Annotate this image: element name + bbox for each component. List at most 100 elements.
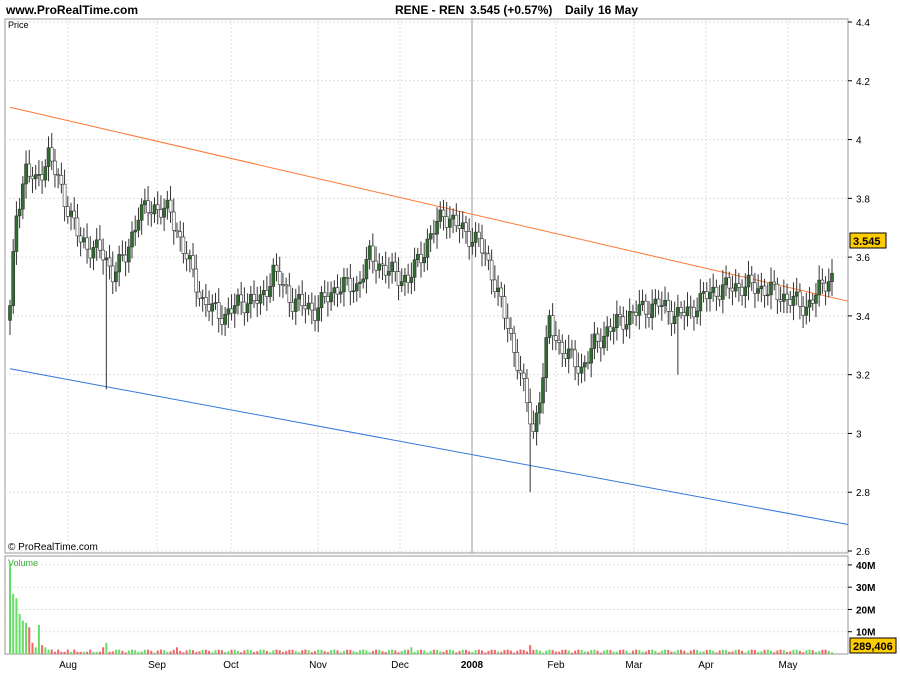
candle-body	[204, 297, 208, 305]
volume-bar	[692, 649, 695, 654]
volume-bar	[108, 651, 111, 654]
volume-bar	[175, 647, 178, 654]
candle-body	[300, 294, 304, 307]
candle-body	[374, 260, 378, 271]
volume-bar	[227, 651, 230, 654]
volume-bar	[204, 649, 207, 654]
candle-body	[525, 378, 529, 404]
volume-bar	[586, 651, 589, 654]
candle-body	[380, 263, 385, 266]
candle-body	[284, 284, 288, 287]
volume-bar	[506, 649, 509, 654]
candle-body	[415, 254, 420, 261]
candle-body	[181, 236, 186, 254]
candle-body	[390, 261, 394, 272]
volume-bar	[224, 651, 227, 654]
candle-body	[502, 296, 507, 319]
volume-bar	[647, 649, 650, 654]
volume-bar	[79, 651, 82, 654]
volume-bar	[705, 649, 708, 654]
candle-body	[660, 305, 664, 307]
candle-body	[521, 372, 526, 379]
candle-body	[91, 247, 96, 259]
candle-body	[293, 298, 298, 312]
candle-body	[37, 174, 41, 176]
volume-bar	[606, 649, 609, 654]
volume-bar	[750, 649, 753, 654]
candle-body	[467, 231, 471, 247]
volume-bar	[317, 649, 320, 654]
volume-bar	[773, 652, 776, 654]
volume-bar	[535, 649, 538, 654]
volume-grid	[5, 564, 848, 633]
candle-body	[403, 274, 407, 282]
candle-body	[554, 335, 558, 341]
candle-body	[592, 333, 597, 349]
volume-bar	[249, 650, 252, 654]
price-label: Price	[8, 20, 29, 30]
volume-bar	[744, 652, 747, 654]
volume-bar	[28, 627, 31, 654]
candle-body	[634, 312, 638, 316]
volume-bar	[747, 650, 750, 654]
candle-body	[393, 261, 398, 272]
candle-body	[749, 274, 754, 284]
volume-bar	[314, 651, 317, 654]
volume-bar	[368, 652, 371, 654]
candle-body	[17, 208, 22, 217]
candle-body	[448, 218, 452, 228]
site-title[interactable]: www.ProRealTime.com	[5, 3, 138, 17]
volume-bar	[66, 649, 69, 654]
volume-bar	[580, 649, 583, 654]
volume-bars	[9, 562, 833, 654]
volume-bar	[529, 645, 532, 654]
candle-body	[200, 297, 205, 299]
candle-body	[322, 292, 327, 297]
volume-bar	[468, 651, 471, 654]
volume-bar	[188, 649, 191, 654]
volume-bar	[21, 620, 24, 654]
price-tick-label: 4.4	[856, 18, 870, 29]
volume-bar	[301, 650, 304, 654]
volume-bar	[50, 649, 53, 654]
volume-bar	[195, 651, 198, 654]
volume-bar	[509, 650, 512, 654]
candle-body	[78, 235, 83, 243]
candle-body	[547, 315, 552, 338]
candle-body	[746, 274, 751, 288]
candle-body	[631, 311, 635, 313]
last-price-tag	[849, 232, 887, 249]
volume-bar	[105, 642, 108, 654]
volume-bar	[394, 650, 397, 654]
volume-bar	[583, 651, 586, 654]
volume-bar	[297, 652, 300, 654]
volume-bar	[590, 649, 593, 654]
volume-bar	[484, 652, 487, 654]
volume-bar	[461, 649, 464, 654]
candle-body	[791, 295, 796, 306]
candle-body	[788, 299, 793, 306]
volume-bar	[403, 649, 406, 654]
candle-body	[820, 279, 825, 284]
volume-bar	[34, 647, 37, 654]
candle-body	[733, 283, 738, 292]
volume-bar	[676, 649, 679, 654]
candle-body	[245, 303, 250, 314]
volume-bar	[542, 652, 545, 654]
volume-bar	[73, 649, 76, 654]
volume-bar	[118, 649, 121, 654]
candle-body	[175, 230, 179, 233]
volume-bar	[664, 649, 667, 654]
volume-bar	[551, 649, 554, 654]
candle-body	[367, 245, 372, 260]
candle-body	[216, 302, 221, 319]
candle-body	[778, 299, 783, 302]
candle-body	[640, 300, 645, 305]
volume-bar	[792, 649, 795, 654]
volume-bar	[769, 650, 772, 654]
volume-bar	[615, 651, 618, 654]
candle-body	[406, 274, 410, 283]
candle-body	[361, 278, 366, 283]
volume-bar	[561, 650, 564, 654]
volume-tick-label: 20M	[856, 605, 875, 616]
